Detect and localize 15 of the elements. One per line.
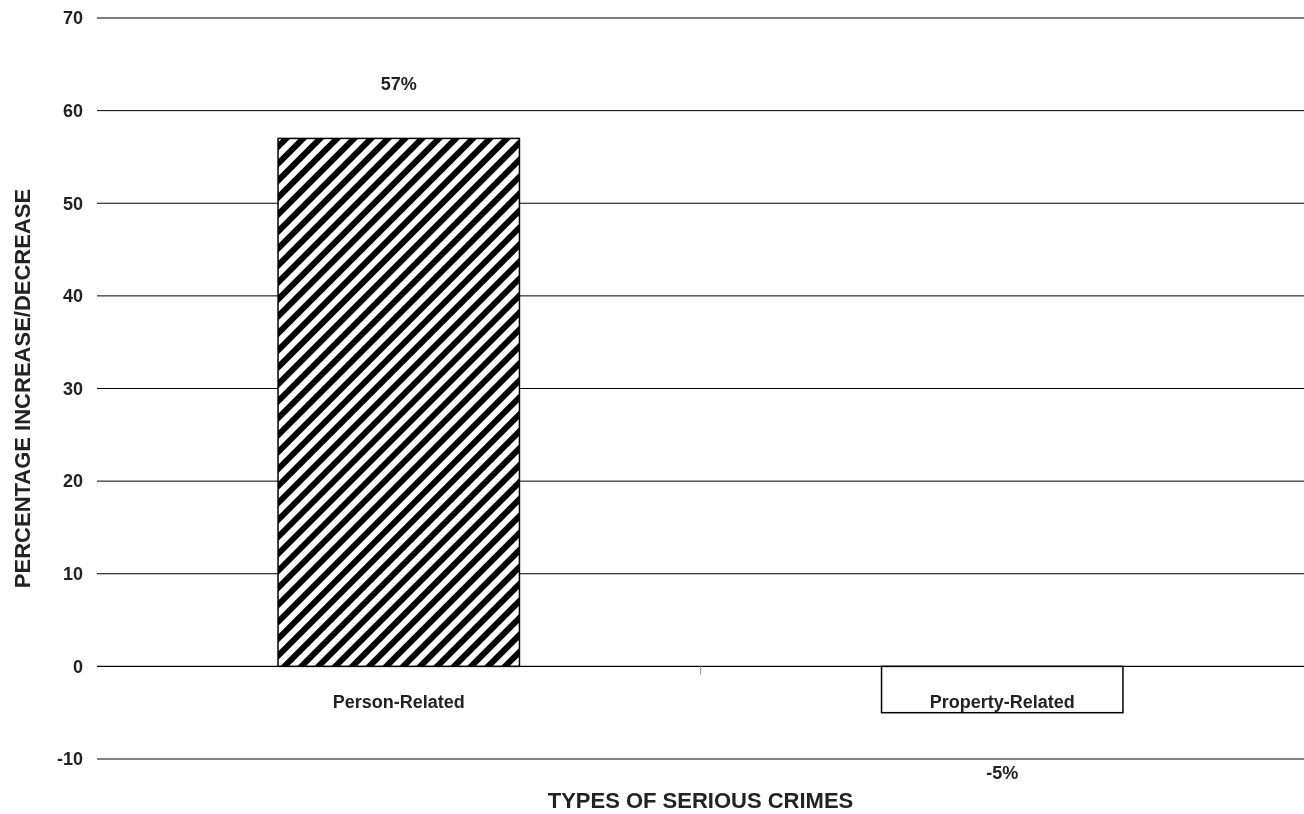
y-tick-label: 30: [62, 378, 83, 399]
data-label: 57%: [380, 74, 417, 95]
y-tick-label: 70: [62, 8, 83, 29]
y-tick-label: 60: [62, 100, 83, 121]
y-tick-label: 0: [72, 656, 83, 677]
data-label: -5%: [986, 762, 1019, 783]
x-tick-label: Property-Related: [929, 692, 1075, 713]
y-axis-title: PERCENTAGE INCREASE/DECREASE: [10, 188, 35, 589]
y-tick-label: 10: [62, 564, 83, 585]
y-tick-label: 50: [62, 193, 83, 214]
y-tick-label: 40: [62, 286, 83, 307]
x-tick-label: Person-Related: [332, 692, 465, 713]
y-tick-label: -10: [56, 749, 83, 770]
x-axis-title: TYPES OF SERIOUS CRIMES: [547, 788, 854, 813]
y-tick-label: 20: [62, 471, 83, 492]
